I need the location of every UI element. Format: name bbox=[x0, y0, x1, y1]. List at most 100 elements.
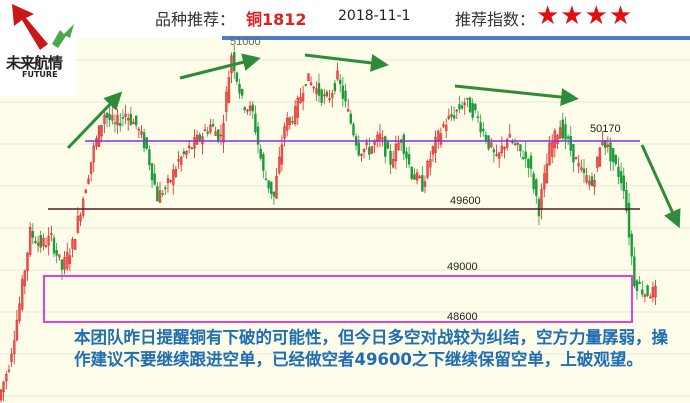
candle-body bbox=[116, 115, 119, 126]
candle-body bbox=[511, 141, 514, 144]
candle-body bbox=[148, 149, 151, 166]
candle-body bbox=[503, 147, 506, 150]
level-label-48600: 48600 bbox=[447, 311, 478, 323]
candle-body bbox=[47, 236, 50, 246]
candle-body bbox=[238, 83, 241, 94]
trend-arrow-4 bbox=[454, 84, 579, 107]
candle-body bbox=[240, 88, 244, 96]
candle-body bbox=[190, 147, 193, 150]
candle-body bbox=[262, 153, 265, 171]
candle-body bbox=[588, 180, 591, 185]
candle-body bbox=[164, 187, 167, 190]
candle-body bbox=[113, 122, 117, 124]
candle-body bbox=[161, 193, 164, 195]
candle-body bbox=[492, 149, 496, 153]
candle-body bbox=[243, 107, 246, 111]
candle-body bbox=[251, 104, 254, 112]
candle-body bbox=[505, 139, 509, 148]
candle-body bbox=[598, 147, 602, 167]
candle-body bbox=[630, 233, 633, 257]
candle-body bbox=[283, 126, 286, 139]
candle-body bbox=[651, 287, 655, 298]
recommend-label: 品种推荐： bbox=[155, 10, 236, 29]
candle-body bbox=[145, 137, 148, 149]
candle-body bbox=[180, 156, 183, 165]
candle-body bbox=[569, 136, 572, 151]
candle-body bbox=[622, 175, 625, 192]
candle-body bbox=[169, 180, 172, 182]
candle-body bbox=[370, 146, 374, 154]
candle-body bbox=[182, 151, 186, 155]
candle-body bbox=[543, 173, 546, 190]
candle-body bbox=[450, 114, 453, 117]
candle-body bbox=[15, 319, 19, 340]
candle-body bbox=[516, 142, 519, 145]
candle-body bbox=[285, 117, 289, 131]
candle-body bbox=[537, 198, 541, 217]
trend-arrow-3 bbox=[304, 53, 389, 72]
candle-body bbox=[42, 238, 45, 246]
candle-body bbox=[564, 124, 567, 140]
candle-body bbox=[301, 93, 305, 102]
candle-body bbox=[545, 163, 549, 184]
candle-body bbox=[384, 136, 387, 157]
candle-body bbox=[463, 102, 466, 106]
candle-body bbox=[87, 178, 90, 184]
candle-body bbox=[0, 389, 3, 401]
candle-body bbox=[331, 92, 334, 98]
candle-body bbox=[460, 105, 464, 109]
candle-body bbox=[553, 130, 557, 149]
candle-body bbox=[394, 144, 398, 162]
candle-body bbox=[365, 142, 368, 145]
candle-body bbox=[474, 103, 477, 111]
candle-body bbox=[410, 166, 413, 179]
candle-body bbox=[119, 123, 122, 126]
candle-body bbox=[227, 77, 231, 103]
candle-body bbox=[643, 294, 647, 297]
candle-body bbox=[2, 381, 5, 393]
candle-body bbox=[272, 191, 276, 197]
candle-body bbox=[217, 129, 220, 141]
candle-body bbox=[256, 126, 260, 145]
candle-body bbox=[129, 113, 133, 125]
candle-body bbox=[10, 353, 13, 362]
candle-body bbox=[299, 96, 302, 103]
candle-body bbox=[585, 175, 588, 183]
candle-body bbox=[426, 160, 429, 178]
candle-body bbox=[333, 82, 337, 92]
candle-body bbox=[548, 142, 551, 166]
candle-body bbox=[577, 163, 580, 167]
candle-body bbox=[596, 156, 599, 168]
candle-body bbox=[619, 171, 623, 184]
candle-body bbox=[455, 109, 458, 112]
candle-body bbox=[209, 124, 212, 133]
candle-body bbox=[79, 215, 82, 222]
candle-body bbox=[479, 122, 482, 133]
candle-body bbox=[105, 112, 109, 118]
candle-body bbox=[259, 148, 262, 159]
candle-body bbox=[60, 259, 64, 270]
candle-body bbox=[198, 134, 201, 140]
candle-body bbox=[31, 231, 34, 238]
candle-body bbox=[293, 106, 297, 124]
candle-body bbox=[81, 198, 85, 216]
candle-body bbox=[614, 155, 618, 164]
candle-body bbox=[641, 289, 644, 295]
candle-body bbox=[452, 115, 456, 119]
candle-body bbox=[635, 280, 639, 291]
candle-body bbox=[649, 296, 652, 299]
candle-body bbox=[482, 128, 485, 132]
candle-body bbox=[5, 374, 8, 382]
candle-body bbox=[378, 133, 382, 140]
candle-body bbox=[447, 115, 451, 119]
candle-body bbox=[307, 73, 310, 82]
candle-body bbox=[278, 156, 281, 173]
candle-body bbox=[134, 115, 138, 126]
candle-body bbox=[28, 227, 32, 255]
candle-body bbox=[166, 178, 170, 183]
candle-body bbox=[23, 270, 27, 287]
candle-body bbox=[121, 117, 125, 119]
candle-body bbox=[193, 137, 196, 149]
candle-body bbox=[368, 147, 371, 155]
